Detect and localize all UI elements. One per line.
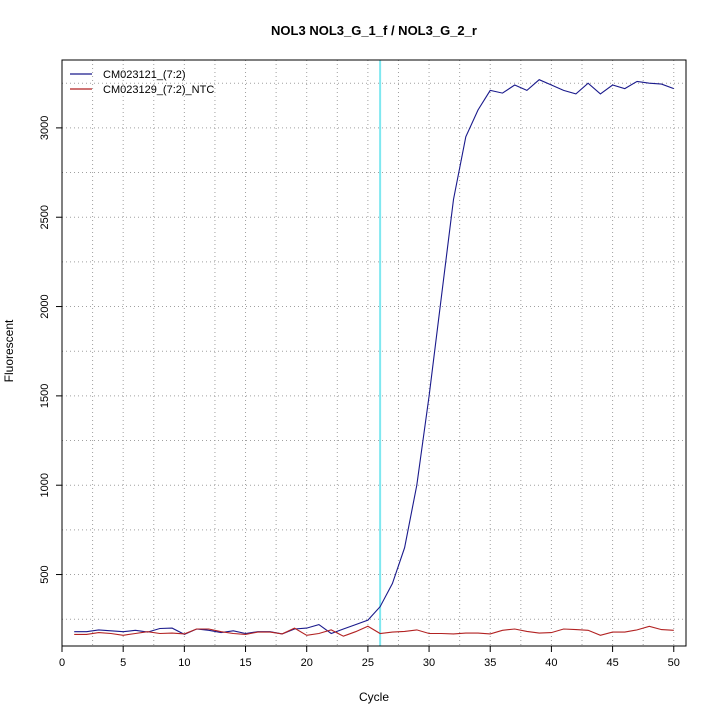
- x-axis-label: Cycle: [359, 690, 389, 704]
- x-tick-label: 5: [120, 657, 126, 669]
- x-tick-label: 30: [423, 657, 435, 669]
- x-tick-label: 15: [239, 657, 251, 669]
- x-tick-label: 20: [301, 657, 313, 669]
- plot-frame: [61, 59, 687, 647]
- y-tick-label: 1000: [39, 473, 51, 497]
- y-tick-label: 1500: [39, 384, 51, 408]
- y-tick-label: 2000: [39, 294, 51, 318]
- grid-layer: [62, 60, 686, 646]
- x-tick-label: 0: [59, 657, 65, 669]
- y-tick-label: 2500: [39, 205, 51, 229]
- x-tick-label: 40: [545, 657, 557, 669]
- y-tick-label: 500: [39, 565, 51, 583]
- legend-label-1: CM023121_(7:2): [103, 69, 186, 81]
- y-tick-label: 3000: [39, 116, 51, 140]
- legend-layer: CM023121_(7:2) CM023129_(7:2)_NTC: [70, 69, 214, 96]
- axis-layer: 0 5 10 15 20 25 30 35 40 45 50 500 1000 1500 2000 2500 3…: [39, 59, 687, 669]
- x-tick-label: 35: [484, 657, 496, 669]
- y-axis-label: Fluorescent: [2, 319, 16, 382]
- x-tick-label: 45: [606, 657, 618, 669]
- series-line-2: [74, 625, 674, 637]
- x-tick-label: 50: [668, 657, 680, 669]
- chart-title: NOL3 NOL3_G_1_f / NOL3_G_2_r: [271, 23, 477, 38]
- series-layer: [74, 79, 674, 637]
- series-line-1: [74, 79, 674, 636]
- x-tick-label: 25: [362, 657, 374, 669]
- legend-label-2: CM023129_(7:2)_NTC: [103, 84, 214, 96]
- x-tick-label: 10: [178, 657, 190, 669]
